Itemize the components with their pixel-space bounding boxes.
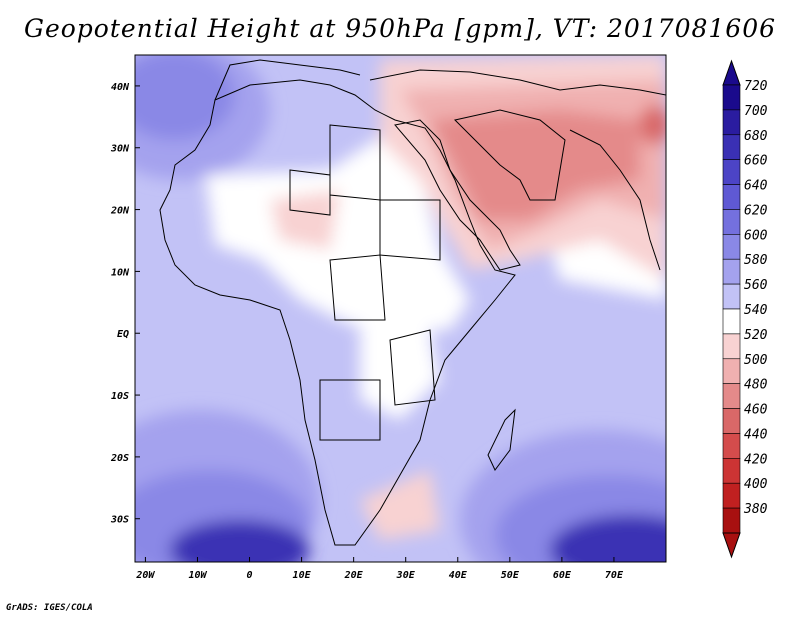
colorbar-label: 640 [744, 179, 768, 194]
colorbar-segment [722, 458, 741, 484]
colorbar-segment [722, 283, 741, 310]
colorbar-label: 700 [744, 104, 768, 119]
lon-tick-label: 40E [449, 570, 468, 581]
colorbar-label: 660 [744, 154, 768, 169]
colorbar-segment [722, 433, 741, 459]
colorbar-label: 560 [744, 278, 768, 293]
colorbar-segment [722, 84, 741, 111]
madagascar-coastline [487, 408, 516, 471]
lat-tick-label: 20S [110, 453, 129, 464]
colorbar-label: 500 [744, 353, 768, 368]
colorbar-segment [722, 333, 741, 360]
red-sea-coastline [394, 119, 521, 271]
colorbar-segment [722, 134, 741, 160]
colorbar-segment [722, 308, 741, 335]
mediterranean-coastline [214, 59, 361, 101]
colorbar-label: 720 [744, 79, 768, 94]
colorbar-label: 580 [744, 253, 768, 268]
colorbar-label: 620 [744, 203, 768, 218]
colorbar-label: 380 [743, 502, 768, 517]
field-white-band [205, 130, 470, 340]
colorbar-label: 440 [744, 427, 768, 442]
lon-tick-label: 20W [135, 570, 155, 581]
colorbar-segment [722, 408, 741, 434]
colorbar-label: 680 [744, 129, 768, 144]
colorbar-label: 600 [744, 228, 768, 243]
lon-tick-label: 10E [293, 570, 312, 581]
border-angola [319, 379, 381, 441]
border-chad [329, 254, 386, 321]
colorbar-segment [722, 159, 741, 185]
lon-tick-label: 50E [501, 570, 520, 581]
colorbar-segment [722, 109, 741, 136]
field-red-core [640, 105, 666, 145]
india-coastline [569, 129, 661, 271]
field-se-core [550, 515, 666, 562]
persian-gulf-coastline [454, 109, 566, 201]
lat-tick-label: 40N [111, 82, 130, 93]
colorbar-label: 540 [744, 303, 768, 318]
field-red-west [270, 190, 340, 250]
field-nw-mid [135, 55, 235, 140]
border-niger [289, 169, 331, 216]
lon-tick-label: 0 [247, 570, 253, 581]
field-red-dark [430, 110, 640, 220]
colorbar-top-arrow [722, 59, 741, 86]
colorbar-label: 400 [744, 477, 768, 492]
field-red-south [360, 470, 440, 540]
map-title: Geopotential Height at 950hPa [gpm], VT:… [23, 14, 777, 43]
colorbar-label: 520 [744, 328, 768, 343]
latitude-axis: 40N 30N 20N 10N EQ 10S 20S 30S [110, 82, 140, 526]
colorbar-segment [722, 383, 741, 409]
colorbar-bottom-arrow [722, 532, 741, 559]
field-sw-core [170, 520, 310, 562]
colorbar: 720 700 680 660 640 620 600 580 560 540 520 500 480 4… [722, 59, 768, 559]
longitude-axis: 20W 10W 0 10E 20E 30E 40E 50E 60E 70E [135, 557, 624, 581]
border-lakes [389, 329, 436, 406]
lon-tick-label: 70E [605, 570, 624, 581]
colorbar-segment [722, 507, 741, 534]
lat-tick-label: 10N [111, 267, 130, 278]
colorbar-segment [722, 209, 741, 235]
north-coastline [369, 69, 666, 96]
lat-tick-label: 30S [110, 515, 129, 526]
colorbar-segment [722, 358, 741, 384]
coastlines [159, 59, 666, 546]
colorbar-segment [722, 482, 741, 509]
height-field [135, 55, 666, 562]
plot-frame [134, 54, 667, 563]
lat-tick-label: 20N [110, 206, 130, 217]
lon-tick-label: 60E [553, 570, 572, 581]
colorbar-label: 480 [744, 378, 768, 393]
lat-tick-label: EQ [117, 329, 129, 340]
colorbar-segment [722, 234, 741, 260]
border-sudan [379, 199, 441, 261]
lon-tick-label: 10W [188, 570, 207, 581]
colorbar-label: 420 [744, 452, 768, 467]
colorbar-segment [722, 258, 741, 285]
lat-tick-label: 30N [110, 144, 130, 155]
africa-coastline [159, 79, 516, 546]
colorbar-segment [722, 184, 741, 210]
grads-credit: GrADS: IGES/COLA [6, 603, 93, 613]
lon-tick-label: 20E [344, 570, 364, 581]
lat-tick-label: 10S [111, 391, 129, 402]
lon-tick-label: 30E [396, 570, 416, 581]
colorbar-label: 460 [744, 403, 768, 418]
